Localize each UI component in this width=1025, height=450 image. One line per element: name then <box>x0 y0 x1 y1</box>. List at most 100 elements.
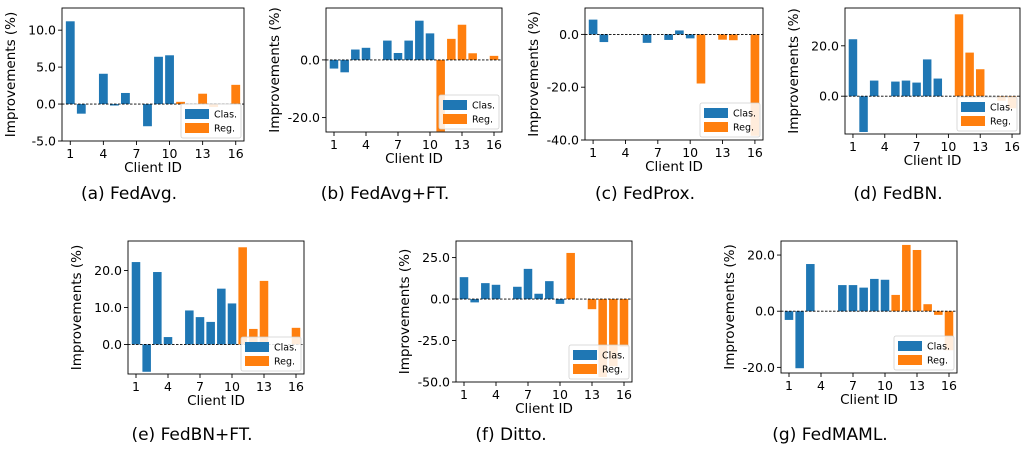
y-tick-label: 0.0 <box>819 89 839 104</box>
bar-reg-client-11 <box>566 252 575 300</box>
legend: Clas. Reg. <box>180 103 242 139</box>
plot-area: 0.0 20.0 1 4 7 10 13 16 Client ID Improvements (%… <box>786 7 1021 169</box>
bar-clas-client-2 <box>76 104 86 114</box>
x-axis-title: Client ID <box>904 153 962 169</box>
x-tick-label: 10 <box>224 379 240 394</box>
x-tick-label: 7 <box>132 146 140 161</box>
y-tick-label: -20.0 <box>288 110 320 125</box>
x-tick-label: 4 <box>362 137 370 152</box>
y-tick-label: -50.0 <box>418 375 450 390</box>
legend: Clas. Reg. <box>699 102 761 138</box>
bar-reg-client-16 <box>619 299 629 347</box>
y-tick-label: -20.0 <box>743 360 775 375</box>
bar-clas-client-8 <box>664 34 673 40</box>
y-axis-title: Improvements (%) <box>3 12 19 138</box>
bar-reg-client-16 <box>291 327 301 345</box>
bar-clas-client-7 <box>912 82 921 97</box>
y-tick-label: 10.0 <box>28 23 56 38</box>
legend-swatch-reg <box>245 356 269 366</box>
x-axis-title: Client ID <box>840 392 898 408</box>
x-tick-label: 10 <box>422 137 438 152</box>
legend-label: Clas. <box>602 351 625 362</box>
bar-reg-client-13 <box>587 299 597 310</box>
bar-clas-client-6 <box>185 310 194 345</box>
bar-clas-client-10 <box>880 279 890 312</box>
panel-e: 0.0 10.0 20.0 1 4 7 10 13 16 Client ID Improvement… <box>69 240 305 445</box>
bar-clas-client-7 <box>523 268 533 300</box>
bar-reg-client-15 <box>609 299 618 367</box>
bar-clas-client-6 <box>513 286 522 300</box>
bar-clas-client-6 <box>642 34 652 43</box>
bar-clas-client-3 <box>869 80 879 97</box>
bar-reg-client-14 <box>468 53 477 60</box>
bar-reg-client-13 <box>975 69 985 97</box>
axes-frame <box>61 7 245 142</box>
legend: Clas. Reg. <box>568 344 630 380</box>
bar-clas-client-8 <box>534 293 543 300</box>
bar-clas-client-10 <box>425 33 435 60</box>
caption: (g) FedMAML. <box>772 425 887 445</box>
bar-reg-client-13 <box>912 249 922 312</box>
bar-clas-client-4 <box>163 337 173 345</box>
legend-swatch-reg <box>443 114 467 124</box>
bar-reg-client-13 <box>198 93 208 105</box>
y-tick-label: 25.0 <box>422 250 450 265</box>
x-tick-label: 13 <box>256 379 272 394</box>
legend-label: Reg. <box>214 124 235 135</box>
panel-a: -5.0 0.0 5.0 10.0 1 4 7 10 13 16 Client ID Improvem… <box>3 7 245 204</box>
y-tick-label: -40.0 <box>547 133 579 148</box>
bar-clas-client-5 <box>891 81 900 97</box>
plot-area: 0.0 10.0 20.0 1 4 7 10 13 16 Client ID Improvement… <box>69 240 305 409</box>
bar-clas-client-1 <box>784 311 794 320</box>
bar-clas-client-7 <box>848 285 858 312</box>
x-tick-label: 13 <box>584 387 600 402</box>
bar-clas-client-4 <box>361 47 371 60</box>
legend-label: Reg. <box>733 123 754 134</box>
bar-reg-client-11 <box>238 247 247 345</box>
bar-reg-client-13 <box>457 24 467 60</box>
x-axis-title: Client ID <box>385 151 443 167</box>
legend-swatch-reg <box>898 355 922 365</box>
bar-clas-client-1 <box>131 262 141 345</box>
caption: (a) FedAvg. <box>81 184 177 204</box>
bar-clas-client-2 <box>859 96 868 132</box>
bar-reg-client-14 <box>598 299 607 378</box>
x-tick-label: 13 <box>909 378 925 393</box>
y-axis-title: Improvements (%) <box>526 11 542 137</box>
bar-reg-client-13 <box>259 280 269 345</box>
x-tick-label: 10 <box>940 139 956 154</box>
legend-label: Clas. <box>214 110 237 121</box>
axes-frame <box>844 7 1021 135</box>
bar-clas-client-10 <box>685 34 695 39</box>
legend-swatch-clas <box>185 109 209 119</box>
bar-clas-client-4 <box>491 284 501 300</box>
x-tick-label: 10 <box>877 378 893 393</box>
x-tick-label: 1 <box>849 139 857 154</box>
y-tick-label: 0.0 <box>559 27 579 42</box>
bar-reg-client-13 <box>718 34 727 40</box>
bar-clas-client-9 <box>675 30 684 35</box>
y-tick-label: 10.0 <box>94 300 122 315</box>
bar-clas-client-9 <box>217 288 226 345</box>
bar-reg-client-12 <box>447 38 456 60</box>
panel-g: -20.0 0.0 20.0 1 4 7 10 13 16 Client ID Improvemen… <box>722 240 958 445</box>
x-tick-label: 16 <box>486 137 502 152</box>
x-axis-title: Client ID <box>124 160 182 176</box>
bar-reg-client-15 <box>934 311 943 315</box>
x-tick-label: 10 <box>552 387 568 402</box>
bar-clas-client-6 <box>383 40 392 60</box>
y-tick-label: -5.0 <box>32 134 56 149</box>
legend-label: Clas. <box>733 109 756 120</box>
legend-label: Clas. <box>990 103 1013 114</box>
bar-clas-client-7 <box>393 52 403 60</box>
y-tick-label: 0.0 <box>430 292 450 307</box>
bar-reg-client-12 <box>965 52 974 97</box>
legend-swatch-clas <box>573 350 597 360</box>
bar-reg-client-16 <box>231 84 241 105</box>
bar-reg-client-11 <box>954 14 964 97</box>
plot-area: -40.0 -20.0 0.0 1 4 7 10 13 16 Client ID Improveme… <box>526 7 764 175</box>
x-tick-label: 7 <box>654 145 662 160</box>
x-tick-label: 4 <box>817 378 825 393</box>
y-tick-label: -20.0 <box>547 80 579 95</box>
